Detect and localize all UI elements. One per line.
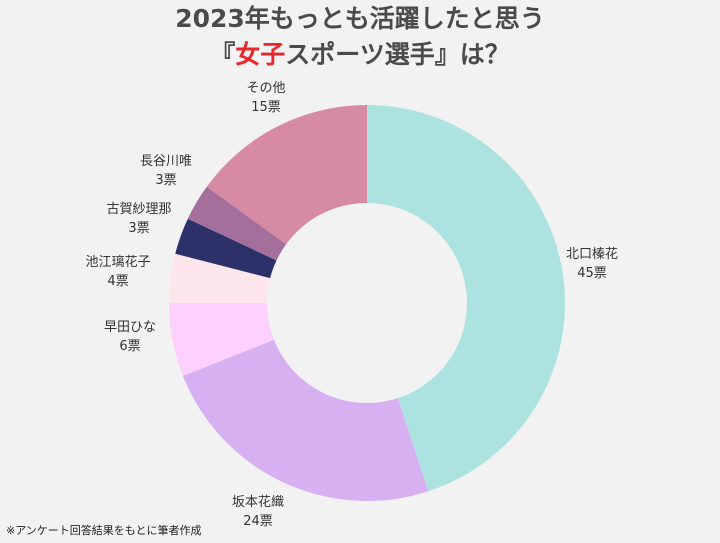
title-bracket-open: 『 xyxy=(210,40,236,69)
slice-value-label: 3票 xyxy=(128,221,149,236)
chart-title-line2: 『女子スポーツ選手』は？ xyxy=(0,38,720,72)
donut-slice-1 xyxy=(367,105,566,492)
chart-title-line1: 2023年もっとも活躍したと思う xyxy=(175,4,545,33)
donut-slice-4 xyxy=(169,253,271,303)
donut-slice-5 xyxy=(175,218,277,279)
title-highlight: 女子 xyxy=(235,40,286,69)
title-rest: スポーツ選手』は？ xyxy=(285,40,510,69)
slice-value-label: 6票 xyxy=(119,339,140,354)
slice-value-label: 45票 xyxy=(577,266,607,281)
slice-name-label: 長谷川唯 xyxy=(140,154,192,169)
slice-name-label: 早田ひな xyxy=(104,320,156,335)
slice-name-label: 北口榛花 xyxy=(566,246,618,262)
slice-name-label: その他 xyxy=(246,81,285,96)
donut-slice-3 xyxy=(169,303,275,376)
slice-value-label: 3票 xyxy=(155,173,176,188)
donut-slice-6 xyxy=(187,186,287,261)
footnote: ※アンケート回答結果をもとに筆者作成 xyxy=(6,524,202,537)
slice-value-label: 24票 xyxy=(243,514,273,529)
donut-slice-2 xyxy=(182,339,429,502)
slice-value-label: 15票 xyxy=(251,100,281,115)
slice-name-label: 坂本花織 xyxy=(232,494,284,510)
slice-name-label: 古賀紗理那 xyxy=(106,202,171,217)
slice-name-label: 池江璃花子 xyxy=(85,254,150,270)
slice-value-label: 4票 xyxy=(107,274,128,289)
donut-slice-7 xyxy=(206,105,367,245)
